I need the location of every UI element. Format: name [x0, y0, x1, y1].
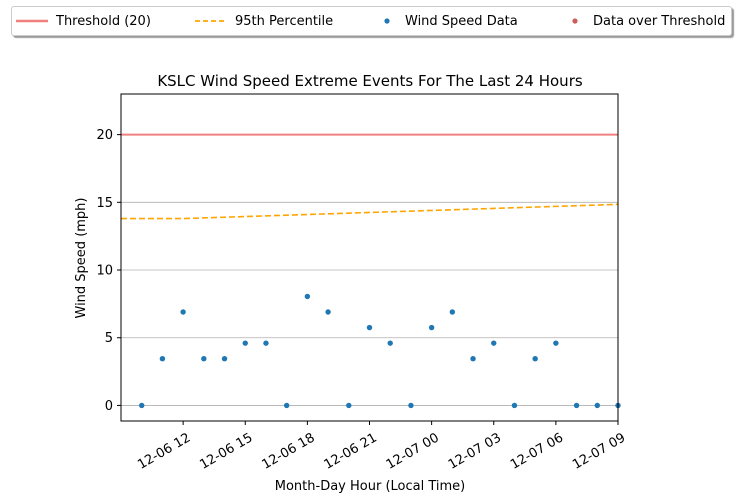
plot-frame: [120, 93, 619, 422]
chart-title: KSLC Wind Speed Extreme Events For The L…: [157, 72, 583, 90]
wind-speed-point: [346, 402, 352, 409]
wind-speed-point: [304, 293, 311, 300]
wind-speed-point: [263, 340, 269, 346]
percentile-95-line: [121, 203, 619, 220]
wind-speed-point: [594, 402, 600, 409]
wind-speed-point: [221, 356, 228, 362]
y-tick-label: 15: [96, 196, 113, 211]
x-tick-label: 12-06 15: [197, 430, 255, 472]
wind-speed-point: [491, 340, 497, 346]
y-tick-label: 5: [105, 331, 113, 346]
y-tick-label: 10: [96, 264, 113, 279]
grid-lines: [121, 134, 618, 406]
wind-speed-point: [449, 309, 456, 315]
legend-label-data-over-threshold: Data over Threshold: [593, 13, 726, 29]
x-tick-label: 12-07 06: [508, 430, 566, 472]
x-tick-label: 12-07 00: [384, 430, 442, 472]
wind-speed-point: [428, 324, 435, 331]
series-layer: [121, 133, 621, 409]
legend-label-threshold: Threshold (20): [56, 13, 151, 29]
wind-speed-point: [242, 340, 248, 346]
legend-over-threshold-dot-icon: [572, 18, 578, 24]
x-tick-label: 12-06 18: [259, 430, 317, 472]
wind-speed-point: [511, 402, 518, 409]
legend-threshold-line-icon: [16, 19, 48, 23]
x-axis-label: Month-Day Hour (Local Time): [275, 479, 465, 494]
legend-item-threshold: Threshold (20): [16, 7, 151, 35]
legend-item-95th-percentile: 95th Percentile: [195, 7, 333, 35]
wind-speed-point: [283, 402, 290, 409]
y-tick-label: 20: [96, 128, 113, 143]
legend: Threshold (20) 95th Percentile Wind Spee…: [11, 6, 732, 36]
legend-item-data-over-threshold: Data over Threshold: [565, 7, 725, 35]
x-tick-label: 12-07 09: [570, 430, 628, 472]
y-axis-label: Wind Speed (mph): [74, 198, 89, 319]
wind-speed-point: [532, 356, 538, 362]
wind-speed-point: [201, 356, 207, 362]
wind-speed-point: [387, 340, 393, 346]
x-tick-label: 12-07 03: [446, 430, 504, 472]
legend-label-95th-percentile: 95th Percentile: [235, 13, 334, 29]
wind-speed-point: [553, 340, 559, 346]
wind-speed-point: [325, 309, 331, 315]
wind-speed-point: [159, 356, 166, 362]
legend-item-wind-speed-data: Wind Speed Data: [377, 7, 518, 35]
wind-speed-point: [408, 402, 414, 409]
wind-speed-point: [573, 402, 580, 409]
wind-speed-point: [180, 309, 186, 315]
wind-speed-point: [470, 356, 476, 362]
wind-speed-point: [139, 402, 145, 409]
x-tick-label: 12-06 21: [322, 430, 380, 472]
y-tick-label: 0: [105, 399, 113, 414]
legend-percentile-dashed-line-icon: [195, 20, 227, 22]
legend-wind-speed-dot-icon: [384, 18, 390, 24]
legend-label-wind-speed-data: Wind Speed Data: [405, 13, 518, 29]
x-tick-label: 12-06 12: [135, 430, 193, 472]
wind-speed-point: [366, 324, 373, 331]
